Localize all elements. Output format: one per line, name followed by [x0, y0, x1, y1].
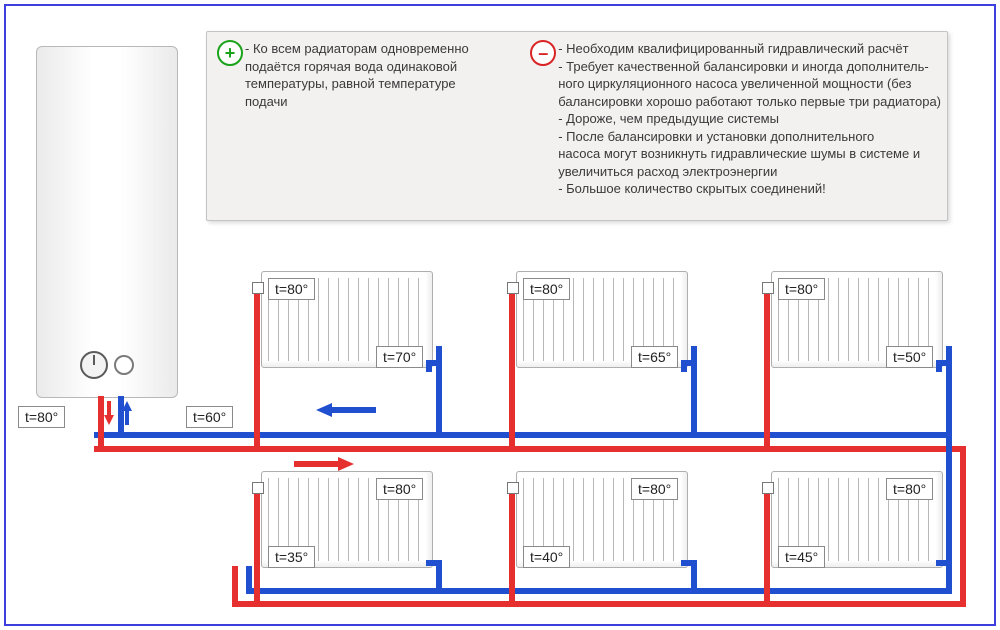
- temp-bot-2-in: t=80°: [631, 478, 678, 500]
- return-drop-top-3: [936, 360, 942, 372]
- minus-icon: –: [530, 40, 556, 66]
- supply-riser-top-3: [764, 291, 770, 451]
- supply-riser-top-2: [509, 291, 515, 451]
- valve-bot-2: [507, 482, 519, 494]
- temp-bot-1-in: t=80°: [376, 478, 423, 500]
- boiler-knob-icon: [114, 355, 134, 375]
- valve-top-1: [252, 282, 264, 294]
- return-drop-top-1: [426, 360, 432, 372]
- supply-flow-arrow-icon: [294, 455, 354, 473]
- return-bottom-pipe: [246, 588, 948, 594]
- temp-bot-1-out: t=35°: [268, 546, 315, 568]
- return-drop-top-2: [681, 360, 687, 372]
- valve-top-3: [762, 282, 774, 294]
- boiler-supply-arrow-icon: [102, 401, 116, 425]
- return-trunk-pipe: [94, 432, 948, 438]
- return-bottom-left-drop: [246, 566, 252, 594]
- boiler: [36, 46, 178, 398]
- valve-top-2: [507, 282, 519, 294]
- valve-bot-3: [762, 482, 774, 494]
- pros-column: + - Ко всем радиаторам одновременно пода…: [207, 32, 530, 220]
- cons-text: - Необходим квалифицированный гидравличе…: [558, 40, 941, 212]
- plus-icon: +: [217, 40, 243, 66]
- temp-top-1-out: t=70°: [376, 346, 423, 368]
- boiler-supply-label: t=80°: [18, 406, 65, 428]
- temp-bot-3-out: t=45°: [778, 546, 825, 568]
- supply-riser-top-1: [254, 291, 260, 451]
- cons-column: – - Необходим квалифицированный гидравли…: [530, 32, 947, 220]
- pros-cons-box: + - Ко всем радиаторам одновременно пода…: [206, 31, 948, 221]
- return-tail-bot-1: [426, 560, 442, 566]
- boiler-return-label: t=60°: [186, 406, 233, 428]
- supply-riser-bot-3: [764, 491, 770, 606]
- return-tail-bot-2: [681, 560, 697, 566]
- temp-bot-2-out: t=40°: [523, 546, 570, 568]
- boiler-dial-icon: [80, 351, 108, 379]
- supply-riser-bot-2: [509, 491, 515, 606]
- temp-top-3-out: t=50°: [886, 346, 933, 368]
- supply-trunk-pipe: [94, 446, 964, 452]
- temp-top-1-in: t=80°: [268, 278, 315, 300]
- return-tail-bot-3: [936, 560, 952, 566]
- supply-right-riser: [960, 446, 966, 607]
- supply-boiler-drop: [98, 396, 104, 452]
- valve-bot-1: [252, 482, 264, 494]
- pros-text: - Ко всем радиаторам одновременно подаёт…: [245, 40, 469, 212]
- return-boiler-drop: [118, 396, 124, 438]
- temp-bot-3-in: t=80°: [886, 478, 933, 500]
- return-flow-arrow-icon: [316, 401, 376, 419]
- temp-top-2-in: t=80°: [523, 278, 570, 300]
- supply-bottom-left-drop: [232, 566, 238, 606]
- supply-bottom-pipe: [232, 601, 964, 607]
- temp-top-2-out: t=65°: [631, 346, 678, 368]
- supply-riser-bot-1: [254, 491, 260, 606]
- temp-top-3-in: t=80°: [778, 278, 825, 300]
